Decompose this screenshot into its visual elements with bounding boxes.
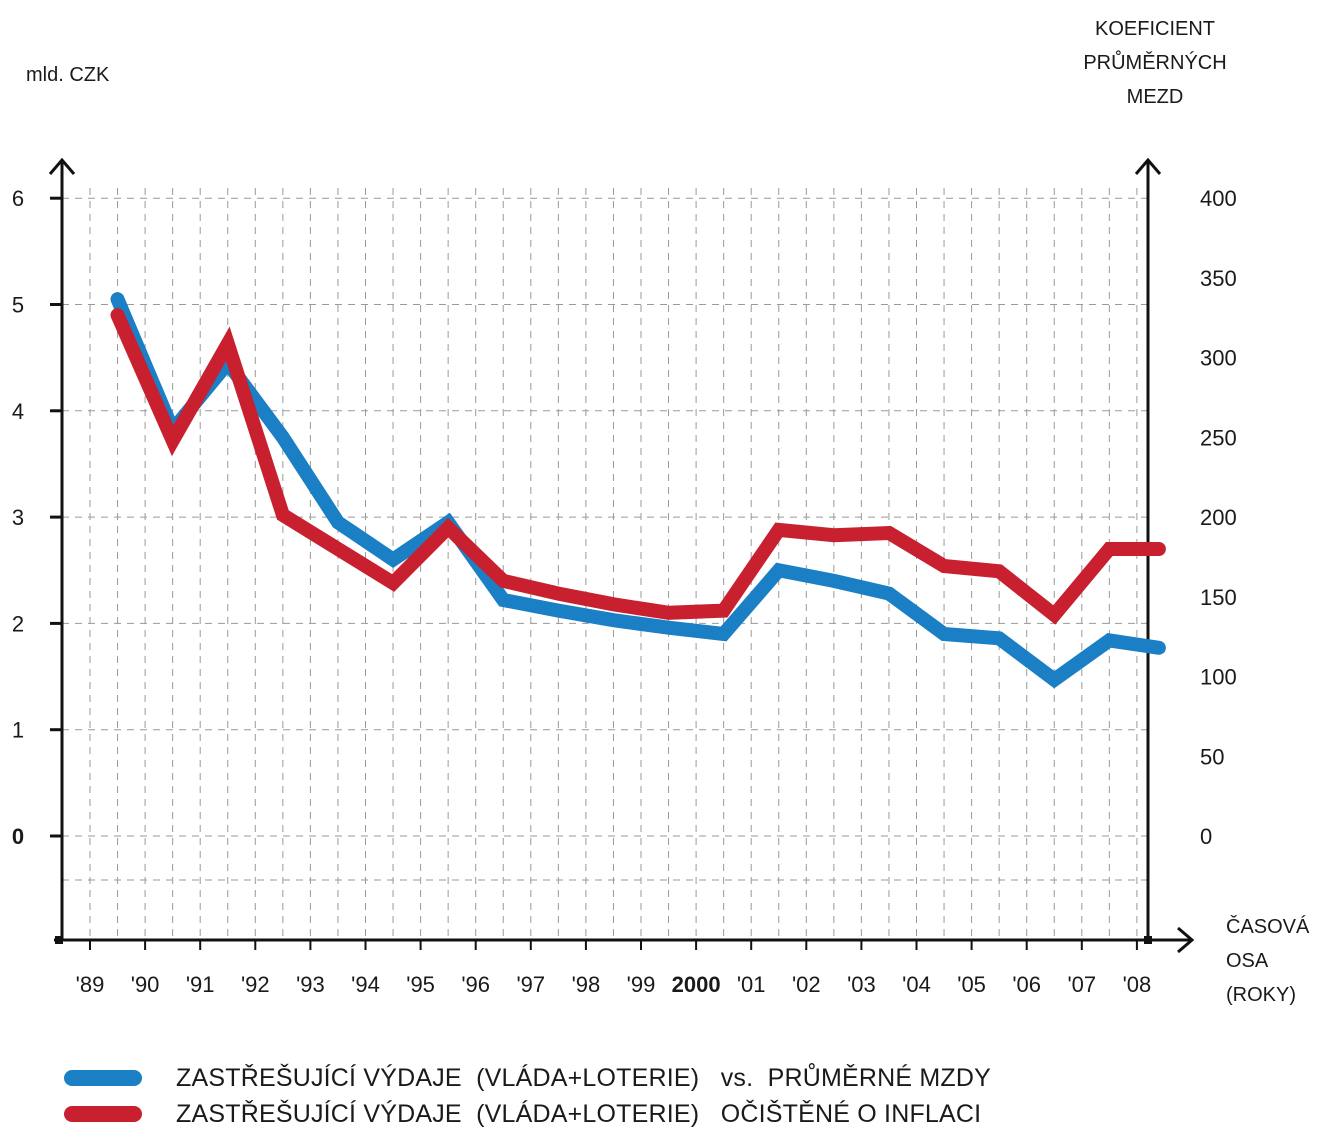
x-tick-label: '99 [627,972,656,997]
x-tick-label: '01 [737,972,766,997]
legend-label-red: ZASTŘEŠUJÍCÍ VÝDAJE (VLÁDA+LOTERIE) OČIŠ… [176,1099,982,1128]
x-tick-label: '07 [1067,972,1096,997]
series-line-red [110,308,1166,625]
x-tick-label: '98 [572,972,601,997]
right-tick-label: 250 [1200,425,1237,450]
left-tick-label: 5 [12,293,24,318]
grid [62,188,1148,940]
axis-corner-mark [55,936,63,944]
x-tick-label: '95 [406,972,435,997]
legend: ZASTŘEŠUJÍCÍ VÝDAJE (VLÁDA+LOTERIE) vs. … [64,1060,991,1132]
legend-swatch-blue [64,1070,142,1086]
x-axis-label: ČASOVÁ OSA (ROKY) [1226,916,1310,1006]
x-tick-label: '97 [516,972,545,997]
right-tick-label: 100 [1200,665,1237,690]
x-tick-label: '89 [76,972,105,997]
legend-swatch-red [64,1106,142,1122]
legend-label-blue: ZASTŘEŠUJÍCÍ VÝDAJE (VLÁDA+LOTERIE) vs. … [176,1063,992,1092]
right-tick-label: 300 [1200,346,1237,371]
right-axis-arrow [1134,157,1162,175]
x-tick-label: '08 [1123,972,1152,997]
axis-corner-mark [1144,936,1152,944]
tick-labels: 0 1 2 3 4 5 6 0 50 100 150 200 250 300 350 400 '89 '90 '91… [12,186,1237,997]
legend-item-blue: ZASTŘEŠUJÍCÍ VÝDAJE (VLÁDA+LOTERIE) vs. … [64,1060,991,1096]
x-tick-label: '94 [351,972,380,997]
x-tick-label: 2000 [672,972,721,997]
left-axis-label: mld. CZK [26,64,110,86]
x-tick-label: '96 [461,972,490,997]
right-tick-label: 400 [1200,186,1237,211]
x-tick-label: '93 [296,972,325,997]
x-tick-label: '92 [241,972,270,997]
left-tick-label: 0 [12,824,24,849]
series-line-blue [110,292,1166,689]
x-tick-label: '91 [186,972,215,997]
x-tick-label: '03 [847,972,876,997]
x-axis-arrow [1177,926,1195,954]
left-tick-label: 6 [12,186,24,211]
x-tick-label: '02 [792,972,821,997]
left-axis-arrow [48,157,76,175]
right-tick-label: 50 [1200,744,1224,769]
right-tick-label: 0 [1200,824,1212,849]
right-tick-label: 200 [1200,505,1237,530]
left-tick-label: 4 [12,399,24,424]
x-tick-label: '06 [1012,972,1041,997]
right-axis-label: KOEFICIENT PRŮMĚRNÝCH MEZD [1083,18,1227,108]
right-tick-label: 150 [1200,585,1237,610]
left-tick-label: 2 [12,611,24,636]
legend-item-red: ZASTŘEŠUJÍCÍ VÝDAJE (VLÁDA+LOTERIE) OČIŠ… [64,1096,991,1132]
series-lines [110,292,1166,689]
axes [48,157,1195,954]
x-tick-label: '90 [131,972,160,997]
x-tick-label: '05 [957,972,986,997]
right-tick-label: 350 [1200,266,1237,291]
left-tick-label: 3 [12,505,24,530]
x-tick-label: '04 [902,972,931,997]
left-tick-label: 1 [12,718,24,743]
